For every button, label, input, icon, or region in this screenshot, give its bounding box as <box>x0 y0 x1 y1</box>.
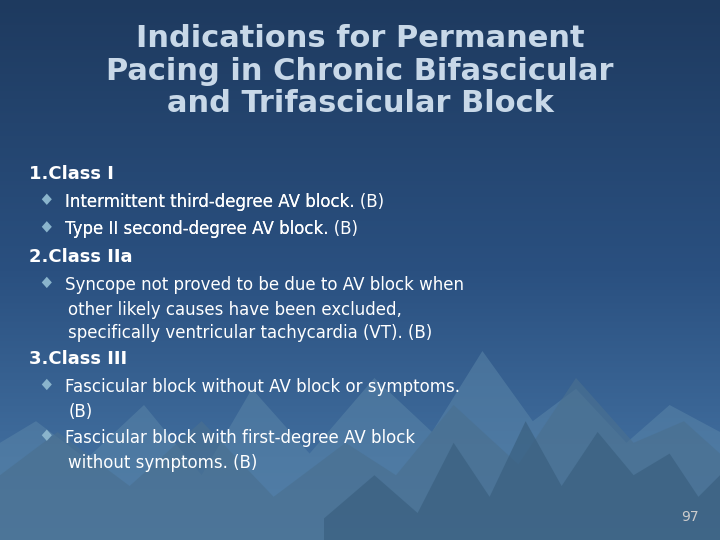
Text: Syncope not proved to be due to AV block when: Syncope not proved to be due to AV block… <box>65 276 464 294</box>
Text: Intermittent third-degree AV block. (B): Intermittent third-degree AV block. (B) <box>65 193 384 211</box>
Text: Indications for Permanent: Indications for Permanent <box>135 24 585 53</box>
Text: without symptoms. (B): without symptoms. (B) <box>68 454 258 471</box>
Text: 2.Class IIa: 2.Class IIa <box>29 248 132 266</box>
Text: (B): (B) <box>68 403 93 421</box>
Text: Pacing in Chronic Bifascicular: Pacing in Chronic Bifascicular <box>107 57 613 86</box>
Text: 97: 97 <box>681 510 698 524</box>
Text: 3.Class III: 3.Class III <box>29 350 127 368</box>
Polygon shape <box>0 351 720 540</box>
Text: 1.Class I: 1.Class I <box>29 165 114 183</box>
Text: Fascicular block with first-degree AV block: Fascicular block with first-degree AV bl… <box>65 429 415 447</box>
Text: Type II second-degree AV block.: Type II second-degree AV block. <box>65 220 333 238</box>
Polygon shape <box>324 421 720 540</box>
Text: other likely causes have been excluded,: other likely causes have been excluded, <box>68 301 402 319</box>
Text: and Trifascicular Block: and Trifascicular Block <box>166 89 554 118</box>
Text: Type II second-degree AV block. (B): Type II second-degree AV block. (B) <box>65 220 358 238</box>
Text: specifically ventricular tachycardia (VT). (B): specifically ventricular tachycardia (VT… <box>68 324 433 342</box>
Polygon shape <box>0 378 720 540</box>
Text: Fascicular block without AV block or symptoms.: Fascicular block without AV block or sym… <box>65 378 460 396</box>
Text: Intermittent third-degree AV block.: Intermittent third-degree AV block. <box>65 193 360 211</box>
